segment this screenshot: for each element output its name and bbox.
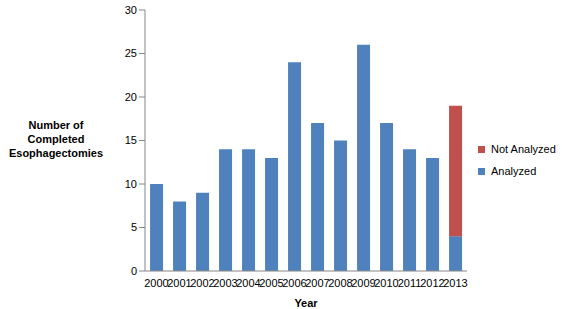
html-text:Not Analyzed: Not Analyzed [491, 143, 556, 155]
svg-text:30: 30 [125, 4, 137, 16]
html-text:Analyzed: Analyzed [491, 165, 537, 177]
svg-text:2011: 2011 [398, 277, 422, 289]
html-text:Number of Completed Esophagect: Number of Completed Esophagectomies [8, 119, 104, 159]
svg-text:2002: 2002 [190, 277, 214, 289]
svg-text:2012: 2012 [420, 277, 444, 289]
svg-text:2001: 2001 [167, 277, 191, 289]
svg-text:2004: 2004 [236, 277, 260, 289]
svg-text:2013: 2013 [443, 277, 467, 289]
svg-text:Year: Year [294, 297, 318, 309]
svg-text:10: 10 [125, 178, 137, 190]
svg-text:2007: 2007 [305, 277, 329, 289]
svg-text:2003: 2003 [213, 277, 237, 289]
svg-text:15: 15 [125, 134, 137, 146]
svg-text:2000: 2000 [144, 277, 168, 289]
svg-text:5: 5 [131, 221, 137, 233]
svg-text:2010: 2010 [374, 277, 398, 289]
svg-text:2008: 2008 [328, 277, 352, 289]
svg-text:2006: 2006 [282, 277, 306, 289]
svg-text:25: 25 [125, 47, 137, 59]
svg-text:2009: 2009 [351, 277, 375, 289]
svg-text:0: 0 [131, 265, 137, 277]
svg-text:20: 20 [125, 91, 137, 103]
svg-text:2005: 2005 [259, 277, 283, 289]
